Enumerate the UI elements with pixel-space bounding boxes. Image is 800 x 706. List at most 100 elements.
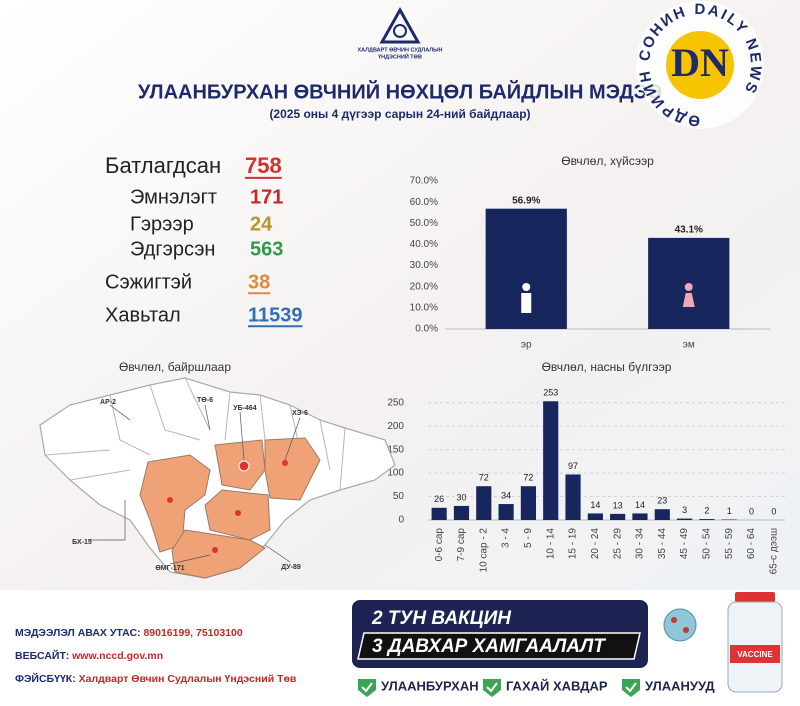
bar — [632, 513, 648, 520]
data-label: 2 — [704, 505, 709, 515]
map-title: Өвчлөл, байршлаар — [119, 360, 231, 374]
x-tick-label: 65-с дээш — [768, 528, 779, 574]
facebook-value: Халдварт Өвчин Судлалын Үндэсний Төв — [79, 673, 297, 685]
watermark: ӨДРИЙН СОНИН DAILY NEWS DN — [636, 1, 764, 129]
y-tick-label: 60.0% — [410, 197, 438, 208]
x-tick-label: 15 - 19 — [568, 528, 579, 560]
data-label: 0 — [771, 506, 776, 516]
facebook: ФЭЙСБҮҮК: Халдварт Өвчин Судлалын Үндэсн… — [15, 672, 297, 685]
stat-label: Эдгэрсэн — [130, 238, 215, 260]
check-icon — [361, 682, 373, 693]
map-label: ХЭ-6 — [292, 410, 308, 417]
y-tick-label: 20.0% — [410, 281, 438, 292]
person-icon — [522, 283, 531, 291]
bar — [677, 518, 693, 520]
bar — [498, 504, 514, 520]
x-tick-label: 60 - 64 — [746, 528, 757, 560]
map-label: АР-2 — [100, 399, 116, 406]
data-label: 72 — [479, 473, 489, 483]
org-name: ҮНДЭСНИЙ ТӨВ — [378, 52, 422, 60]
org-name: ХАЛДВАРТ ӨВЧИН СУДЛАЛЫН — [357, 47, 442, 53]
map-label: ӨМГ-171 — [155, 565, 184, 572]
x-tick-label: 7-9 сар — [456, 528, 467, 562]
stat-label: Сэжигтэй — [105, 271, 192, 293]
stat-value: 11539 — [248, 304, 303, 326]
stats: Батлагдсан 758 Эмнэлэгт 171 Гэрээр 24 Эдгэрсэн… — [105, 153, 303, 328]
stat-value: 38 — [248, 271, 270, 293]
data-label: 72 — [523, 473, 533, 483]
map-label: БХ-15 — [72, 539, 92, 546]
data-label: 34 — [501, 490, 511, 500]
y-tick-label: 250 — [387, 397, 404, 408]
check-icon — [625, 682, 637, 693]
data-label: 1 — [727, 506, 732, 516]
banner-line1: 2 ТУН ВАКЦИН — [371, 608, 512, 629]
data-label: 97 — [568, 461, 578, 471]
x-tick-label: 35 - 44 — [657, 528, 668, 560]
bar — [520, 486, 536, 520]
website: ВЕБСАЙТ: www.nccd.gov.mn — [15, 649, 163, 662]
contact: МЭДЭЭЛЭЛ АВАХ УТАС: 89016199, 75103100 В… — [15, 627, 297, 685]
y-tick-label: 0.0% — [415, 324, 438, 335]
org-logo: ХАЛДВАРТ ӨВЧИН СУДЛАЛЫН ҮНДЭСНИЙ ТӨВ — [357, 6, 443, 60]
x-tick-label: 30 - 34 — [635, 528, 646, 560]
map-label: ДУ-89 — [281, 564, 301, 571]
bar — [565, 474, 581, 520]
x-tick-label: 10 сар - 2 — [478, 528, 489, 573]
y-tick-label: 40.0% — [410, 239, 438, 250]
bar — [543, 401, 559, 520]
x-tick-label: 20 - 24 — [590, 528, 601, 560]
stat-value: 563 — [250, 238, 283, 260]
chart-title: Өвчлөл, насны бүлгээр — [542, 360, 672, 374]
bar — [654, 509, 670, 520]
bar — [453, 505, 470, 520]
stat-label: Батлагдсан — [105, 153, 221, 178]
data-label: 23 — [657, 496, 667, 506]
stat-label: Гэрээр — [130, 213, 194, 235]
map-label: УБ-464 — [233, 405, 257, 412]
banner-item: УЛААНБУРХАН — [381, 678, 479, 693]
data-label: 14 — [635, 500, 645, 510]
y-tick-label: 50.0% — [410, 218, 438, 229]
data-label: 30 — [456, 492, 466, 502]
x-tick-label: 0-6 сар — [434, 528, 445, 562]
bar — [476, 486, 492, 520]
facebook-label: ФЭЙСБҮҮК: — [15, 672, 76, 685]
y-tick-label: 10.0% — [410, 302, 438, 313]
y-tick-label: 0 — [398, 515, 404, 526]
y-tick-label: 200 — [387, 421, 404, 432]
website-label: ВЕБСАЙТ: — [15, 649, 69, 662]
x-tick-label: 5 - 9 — [523, 528, 534, 548]
map-label: ТӨ-6 — [197, 397, 213, 404]
bar — [699, 519, 715, 520]
x-tick-label: 45 - 49 — [679, 528, 690, 560]
x-tick-label: 50 - 54 — [702, 528, 713, 560]
data-label: 43.1% — [675, 225, 703, 236]
banner-item: УЛААНУУД — [645, 678, 715, 693]
bottle-label: VACCINE — [737, 650, 773, 659]
y-tick-label: 30.0% — [410, 260, 438, 271]
data-label: 13 — [613, 500, 623, 510]
data-label: 56.9% — [512, 195, 540, 206]
y-tick-label: 70.0% — [410, 176, 438, 187]
person-icon — [682, 293, 695, 307]
data-label: 0 — [749, 506, 754, 516]
data-label: 253 — [543, 388, 558, 398]
data-label: 3 — [682, 505, 687, 515]
y-tick-label: 150 — [387, 444, 404, 455]
phone-label: МЭДЭЭЛЭЛ АВАХ УТАС: — [15, 627, 141, 639]
x-tick-label: эм — [683, 340, 695, 351]
phone: МЭДЭЭЛЭЛ АВАХ УТАС: 89016199, 75103100 — [15, 627, 243, 639]
stat-label: Эмнэлэгт — [130, 186, 217, 208]
stat-label: Хавьтал — [105, 304, 181, 326]
x-tick-label: 25 - 29 — [612, 528, 623, 560]
map: Өвчлөл, байршлаар АР-2 ТӨ-6 УБ-464 ХЭ-6 БХ-1… — [39, 360, 396, 579]
y-tick-label: 100 — [387, 468, 404, 479]
stat-value: 24 — [250, 213, 273, 235]
x-tick-label: 55 - 59 — [724, 528, 735, 560]
x-tick-label: 3 - 4 — [501, 528, 512, 548]
banner: 2 ТУН ВАКЦИН 3 ДАВХАР ХАМГААЛАЛТ VACCINE… — [352, 592, 783, 697]
watermark-logo: DN — [671, 40, 729, 85]
